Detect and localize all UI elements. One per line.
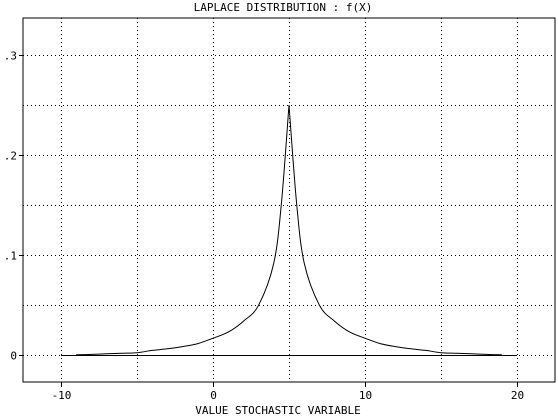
x-tick-label: 10	[359, 389, 372, 402]
axis-ticks: -10 0 10 20 0 .1 .2 .3	[4, 50, 524, 403]
y-tick-label: 0	[10, 350, 17, 363]
grid	[23, 18, 555, 382]
y-tick-label: .2	[4, 150, 17, 163]
x-tick-label: 0	[210, 389, 217, 402]
plot-frame	[22, 17, 556, 383]
x-tick-label: -10	[52, 389, 72, 402]
x-axis-label: VALUE STOCHASTIC VARIABLE	[195, 404, 361, 417]
chart-title: LAPLACE DISTRIBUTION : f(X)	[194, 1, 373, 14]
y-tick-label: .1	[4, 250, 17, 263]
y-tick-label: .3	[4, 50, 17, 63]
series-line-laplace-density	[76, 104, 502, 356]
x-tick-label: 20	[511, 389, 524, 402]
